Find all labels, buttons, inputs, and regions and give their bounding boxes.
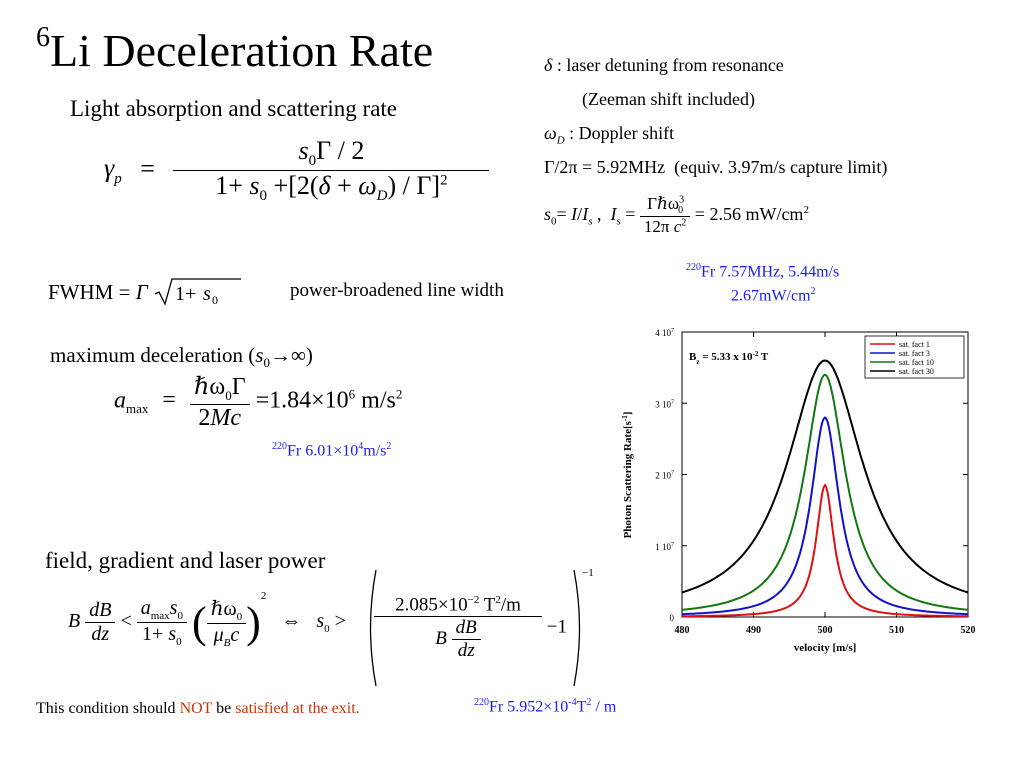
fwhm-formula: FWHM = Γ 1+ s 0 (48, 276, 243, 312)
condition-note: This condition should NOT be satisfied a… (36, 700, 360, 717)
inverse-bracket-right: −1 (568, 567, 598, 693)
chart-svg: 480 490 500 510 520 0 1 107 2 107 3 107 4 107 sat… (621, 328, 976, 654)
max-decel-heading: maximum deceleration (s0→∞) (50, 343, 313, 371)
zeeman-note: (Zeeman shift included) (582, 89, 755, 109)
doppler-definition: ωD : Doppler shift (544, 123, 675, 147)
legend-label: sat. fact 1 (899, 340, 930, 349)
field-annotation: Bz = 5.33 x 10-2 T (689, 350, 769, 366)
x-axis-label: velocity [m/s] (794, 642, 857, 654)
field-fraction: 2.085×10−2 T2/m B dB dz −1 (374, 594, 567, 662)
x-tick-label: 480 (675, 625, 690, 636)
delta-definition: δ : laser detuning from resonance (544, 55, 784, 75)
max-decel-formula: amax = ℏω0Γ 2Mc =1.84×106 m/s2 (114, 374, 403, 431)
y-tick-label: 3 107 (655, 399, 674, 409)
subtitle: Light absorption and scattering rate (70, 96, 398, 121)
legend-label: sat. fact 10 (899, 358, 934, 367)
series-line (681, 359, 969, 594)
fr-gradient: 220Fr 5.952×10-4T2 / m (474, 697, 617, 716)
svg-text:1+: 1+ (175, 283, 196, 305)
legend-label: sat. fact 3 (899, 349, 930, 358)
field-heading: field, gradient and laser power (45, 548, 326, 573)
x-tick-label: 520 (961, 625, 976, 636)
gamma-definition: Γ/2π = 5.92MHz (equiv. 3.97m/s capture l… (544, 157, 888, 177)
series-line (681, 373, 969, 611)
x-tick-label: 510 (889, 625, 904, 636)
series-line (681, 416, 969, 616)
svg-text:−1: −1 (582, 568, 594, 579)
inverse-bracket-left (362, 568, 382, 693)
svg-text:s: s (203, 283, 211, 305)
scattering-chart: 480 490 500 510 520 0 1 107 2 107 3 107 4 107 sat… (615, 318, 985, 668)
y-tick-label: 2 107 (655, 471, 674, 481)
y-axis-label: Photon Scattering Rate[s-1] (621, 412, 634, 539)
x-tick-label: 490 (746, 625, 761, 636)
fr-parameters: 220Fr 7.57MHz, 5.44m/s (686, 262, 840, 281)
svg-text:0: 0 (212, 293, 218, 306)
y-tick-label: 4 107 (655, 328, 674, 338)
fwhm-note: power-broadened line width (290, 280, 504, 301)
saturation-formula: s0= I/Is , Is = Γℏω30 12π c2 = 2.56 mW/cm… (544, 194, 809, 237)
y-tick-label: 0 (670, 613, 675, 623)
gradient-condition-formula: B dB dz < amaxs0 1+ s0 (ℏω0 μBc)2 ⇔ s0 > (68, 590, 346, 649)
legend-label: sat. fact 30 (899, 367, 934, 376)
sqrt-symbol: 1+ s 0 (154, 278, 241, 307)
fr-saturation: 2.67mW/cm2 (731, 286, 816, 305)
fr-max-decel: 220Fr 6.01×104m/s2 (272, 441, 392, 460)
scattering-rate-formula: γp = s0Γ / 2 1+ s0 +[2(δ + ωD) / Γ]2 (104, 136, 490, 205)
series-line (681, 483, 969, 618)
slide-title: 6Li Deceleration Rate (36, 22, 434, 76)
y-tick-label: 1 107 (655, 542, 674, 552)
x-tick-label: 500 (818, 625, 833, 636)
